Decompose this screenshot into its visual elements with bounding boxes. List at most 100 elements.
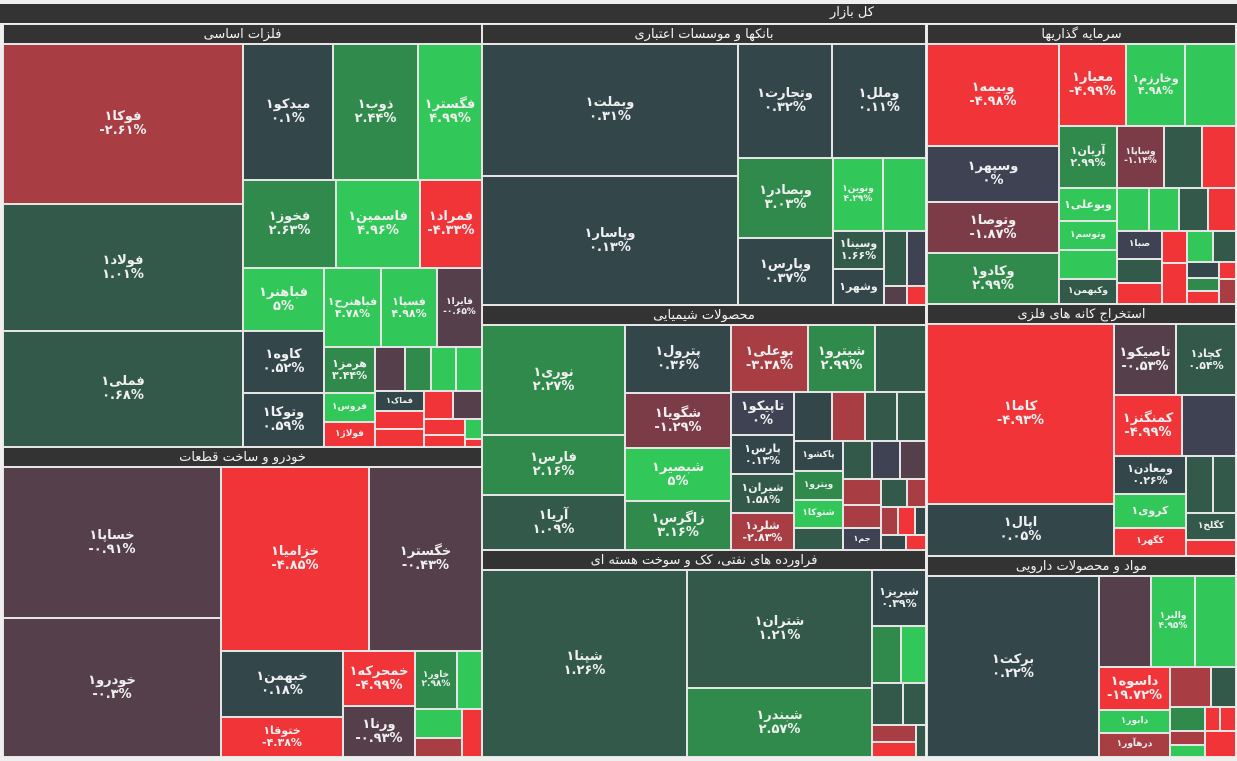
stock-tile[interactable] xyxy=(1186,456,1213,513)
stock-tile[interactable] xyxy=(1213,231,1236,262)
stock-tile[interactable] xyxy=(1219,262,1236,279)
stock-tile[interactable] xyxy=(872,742,916,757)
stock-tile[interactable]: پترول۱ ۰.۳۶% xyxy=(625,325,731,393)
stock-tile[interactable] xyxy=(843,479,881,505)
stock-tile[interactable]: خمحرکه۱ -۴.۹۹% xyxy=(343,651,415,706)
stock-tile[interactable] xyxy=(424,435,465,447)
stock-tile[interactable]: خگستر۱ -۰.۴۳% xyxy=(369,467,482,651)
stock-tile[interactable]: شپنا۱ ۱.۲۶% xyxy=(482,570,687,757)
stock-tile[interactable]: شگویا۱ -۱.۲۹% xyxy=(625,393,731,448)
stock-tile[interactable]: ومعادن۱ ۰.۲۶% xyxy=(1114,456,1186,494)
stock-tile[interactable] xyxy=(884,286,907,305)
stock-tile[interactable] xyxy=(424,391,453,419)
stock-tile[interactable]: شلرد۱ -۲.۸۳% xyxy=(731,513,794,550)
stock-tile[interactable]: کاوه۱ ۰.۵۲% xyxy=(243,331,324,393)
stock-tile[interactable] xyxy=(872,725,916,742)
stock-tile[interactable]: وتوکا۱ ۰.۵۹% xyxy=(243,393,324,447)
stock-tile[interactable]: خساپا۱ -۰.۹۱% xyxy=(3,467,221,618)
stock-tile[interactable]: صبا۱ xyxy=(1117,231,1162,259)
stock-tile[interactable]: وشهر۱ xyxy=(833,269,884,305)
stock-tile[interactable]: فایرا۱ -۰.۶۵% xyxy=(437,268,482,347)
stock-tile[interactable]: کگهر۱ xyxy=(1114,528,1186,556)
stock-tile[interactable]: والبر۱ ۴.۹۵% xyxy=(1151,576,1195,667)
stock-tile[interactable] xyxy=(1187,262,1219,278)
stock-tile[interactable] xyxy=(1208,188,1236,231)
stock-tile[interactable]: خبهمن۱ ۰.۱۸% xyxy=(221,651,343,717)
stock-tile[interactable] xyxy=(907,286,926,305)
stock-tile[interactable] xyxy=(915,507,926,535)
stock-tile[interactable]: ختوقا۱ -۴.۳۸% xyxy=(221,717,343,757)
stock-tile[interactable]: فولاژ۱ xyxy=(324,422,375,447)
stock-tile[interactable] xyxy=(872,441,900,479)
stock-tile[interactable] xyxy=(375,429,424,447)
stock-tile[interactable]: فاسمین۱ ۴.۹۶% xyxy=(336,180,420,268)
stock-tile[interactable]: تاپیکو۱ ۰% xyxy=(731,392,794,435)
stock-tile[interactable] xyxy=(832,392,865,441)
stock-tile[interactable]: خزامیا۱ -۴.۸۵% xyxy=(221,467,369,651)
stock-tile[interactable]: وبوعلی۱ xyxy=(1059,188,1117,221)
stock-tile[interactable] xyxy=(1179,188,1208,231)
stock-tile[interactable]: وکبهمن۱ xyxy=(1059,279,1117,304)
stock-tile[interactable]: کگلخ۱ xyxy=(1186,513,1236,540)
sector-title[interactable]: سرمایه گذاریها xyxy=(927,24,1236,44)
stock-tile[interactable]: فمراد۱ -۴.۳۳% xyxy=(420,180,482,268)
stock-tile[interactable] xyxy=(465,419,482,439)
stock-tile[interactable]: شتران۱ ۱.۲۱% xyxy=(687,570,872,688)
stock-tile[interactable]: خودرو۱ -۰.۳% xyxy=(3,618,221,757)
stock-tile[interactable] xyxy=(881,535,906,550)
stock-tile[interactable] xyxy=(898,507,915,535)
stock-tile[interactable]: فخوز۱ ۲.۶۳% xyxy=(243,180,336,268)
stock-tile[interactable]: خاور۱ ۲.۹۸% xyxy=(415,651,457,709)
stock-tile[interactable]: وکادو۱ ۲.۹۹% xyxy=(927,253,1059,304)
stock-tile[interactable] xyxy=(1187,291,1219,304)
stock-tile[interactable]: وساپا۱ -۱.۱۴% xyxy=(1117,126,1164,188)
stock-tile[interactable]: ذوب۱ ۲.۴۴% xyxy=(333,44,418,180)
stock-tile[interactable] xyxy=(794,392,832,441)
stock-tile[interactable] xyxy=(1164,126,1202,188)
stock-tile[interactable]: شبصیر۱ ۵% xyxy=(625,448,731,501)
stock-tile[interactable] xyxy=(1187,231,1213,262)
stock-tile[interactable]: شیترو۱ ۲.۹۹% xyxy=(808,325,875,392)
stock-tile[interactable] xyxy=(794,528,843,550)
stock-tile[interactable] xyxy=(1205,707,1220,731)
stock-tile[interactable]: جم۱ xyxy=(843,528,881,550)
stock-tile[interactable] xyxy=(875,325,926,392)
stock-tile[interactable] xyxy=(900,441,926,479)
stock-tile[interactable] xyxy=(424,419,465,435)
stock-tile[interactable]: تاصیکو۱ -۰.۵۳% xyxy=(1114,324,1176,395)
stock-tile[interactable] xyxy=(1170,707,1205,731)
stock-tile[interactable]: فباهنر۱ ۵% xyxy=(243,268,324,331)
stock-tile[interactable]: کمنگنز۱ -۴.۹۹% xyxy=(1114,395,1182,456)
stock-tile[interactable] xyxy=(897,392,926,441)
stock-tile[interactable] xyxy=(1162,263,1187,304)
stock-tile[interactable]: وسپهر۱ ۰% xyxy=(927,146,1059,202)
stock-tile[interactable] xyxy=(843,441,872,479)
stock-tile[interactable] xyxy=(431,347,456,391)
stock-tile[interactable] xyxy=(375,411,424,429)
stock-tile[interactable] xyxy=(1170,731,1205,745)
stock-tile[interactable]: کچاد۱ ۰.۵۴% xyxy=(1176,324,1236,395)
stock-tile[interactable] xyxy=(405,347,431,391)
stock-tile[interactable] xyxy=(1220,707,1236,731)
stock-tile[interactable] xyxy=(1187,278,1219,291)
stock-tile[interactable]: فماک۱ xyxy=(375,391,424,411)
stock-tile[interactable] xyxy=(457,651,482,709)
stock-tile[interactable]: وتوصا۱ -۱.۸۷% xyxy=(927,202,1059,253)
stock-tile[interactable]: فارس۱ ۲.۱۶% xyxy=(482,435,625,495)
stock-tile[interactable] xyxy=(884,231,907,286)
stock-tile[interactable] xyxy=(1117,188,1149,231)
stock-tile[interactable] xyxy=(375,347,405,391)
stock-tile[interactable]: برکت۱ ۰.۲۲% xyxy=(927,576,1099,757)
sector-title[interactable]: مواد و محصولات دارویی xyxy=(927,556,1236,576)
stock-tile[interactable] xyxy=(453,391,482,419)
sector-title[interactable]: خودرو و ساخت قطعات xyxy=(3,447,482,467)
stock-tile[interactable]: وپارس۱ ۰.۳۷% xyxy=(738,238,833,305)
stock-tile[interactable]: پارس۱ ۰.۱۳% xyxy=(731,435,794,474)
stock-tile[interactable]: وبملت۱ ۰.۳۱% xyxy=(482,44,738,176)
stock-tile[interactable] xyxy=(1195,576,1236,667)
stock-tile[interactable] xyxy=(1219,279,1236,304)
stock-tile[interactable] xyxy=(1202,126,1236,188)
stock-tile[interactable]: شبریز۱ ۰.۳۹% xyxy=(872,570,926,626)
stock-tile[interactable] xyxy=(1059,250,1117,279)
stock-tile[interactable] xyxy=(1205,731,1236,757)
